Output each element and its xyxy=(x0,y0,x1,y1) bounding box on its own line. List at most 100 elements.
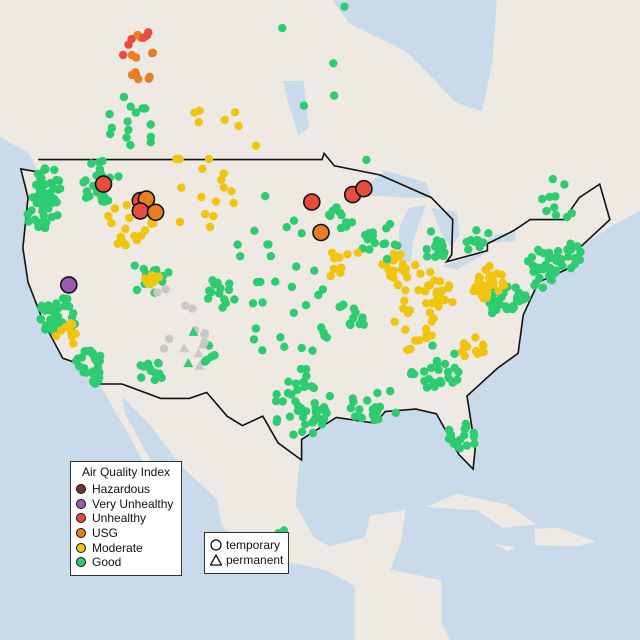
monitor-dot[interactable] xyxy=(485,261,494,271)
monitor-dot[interactable] xyxy=(258,298,267,307)
monitor-dot[interactable] xyxy=(398,259,408,269)
monitor-dot[interactable] xyxy=(348,394,357,403)
monitor-dot[interactable] xyxy=(550,203,559,212)
monitor-dot[interactable] xyxy=(53,312,63,321)
monitor-dot[interactable] xyxy=(508,304,517,314)
monitor-dot[interactable] xyxy=(138,104,147,113)
monitor-dot[interactable] xyxy=(317,420,327,429)
monitor-dot[interactable] xyxy=(336,268,345,277)
monitor-dot[interactable] xyxy=(116,232,126,242)
monitor-dot[interactable] xyxy=(291,379,301,388)
monitor-dot[interactable] xyxy=(292,262,301,271)
monitor-dot[interactable] xyxy=(346,320,355,330)
monitor-dot[interactable] xyxy=(535,247,544,256)
monitor-dot[interactable] xyxy=(130,261,139,270)
monitor-dot[interactable] xyxy=(421,299,431,308)
monitor-dot[interactable] xyxy=(225,279,234,288)
monitor-dot[interactable] xyxy=(249,335,259,344)
large-monitor-marker[interactable] xyxy=(131,202,150,220)
monitor-dot[interactable] xyxy=(423,252,432,261)
monitor-dot[interactable] xyxy=(258,346,267,355)
monitor-dot[interactable] xyxy=(471,333,480,342)
monitor-dot[interactable] xyxy=(121,240,130,250)
monitor-dot[interactable] xyxy=(489,280,498,289)
monitor-dot[interactable] xyxy=(77,353,87,362)
monitor-dot[interactable] xyxy=(571,253,580,263)
monitor-dot[interactable] xyxy=(362,155,371,165)
monitor-dot[interactable] xyxy=(448,298,457,307)
monitor-dot[interactable] xyxy=(431,240,441,250)
monitor-dot[interactable] xyxy=(440,359,450,369)
monitor-dot[interactable] xyxy=(69,339,78,348)
monitor-dot[interactable] xyxy=(297,427,307,436)
monitor-dot[interactable] xyxy=(107,219,116,228)
monitor-dot[interactable] xyxy=(272,390,281,399)
monitor-dot[interactable] xyxy=(148,48,157,58)
monitor-dot[interactable] xyxy=(391,408,400,417)
monitor-dot[interactable] xyxy=(346,404,355,413)
monitor-dot[interactable] xyxy=(213,278,222,287)
monitor-dot[interactable] xyxy=(146,366,156,376)
monitor-dot[interactable] xyxy=(124,40,133,49)
monitor-dot[interactable] xyxy=(248,299,258,308)
large-monitor-marker[interactable] xyxy=(312,223,330,242)
monitor-dot[interactable] xyxy=(227,187,236,196)
monitor-dot[interactable] xyxy=(161,285,170,294)
monitor-dot[interactable] xyxy=(470,237,479,246)
monitor-dot[interactable] xyxy=(300,382,309,392)
monitor-dot[interactable] xyxy=(542,206,551,216)
monitor-dot[interactable] xyxy=(140,226,150,235)
monitor-dot[interactable] xyxy=(200,329,210,338)
monitor-dot[interactable] xyxy=(131,70,141,79)
monitor-dot[interactable] xyxy=(365,245,374,254)
monitor-dot[interactable] xyxy=(107,123,117,132)
monitor-dot[interactable] xyxy=(284,377,293,386)
monitor-dot[interactable] xyxy=(204,294,213,303)
monitor-dot[interactable] xyxy=(444,425,454,435)
monitor-dot[interactable] xyxy=(351,308,360,317)
monitor-dot[interactable] xyxy=(514,294,524,303)
monitor-dot[interactable] xyxy=(40,306,50,315)
monitor-dot[interactable] xyxy=(373,407,382,416)
monitor-dot[interactable] xyxy=(350,412,360,421)
monitor-dot[interactable] xyxy=(389,273,398,282)
monitor-dot[interactable] xyxy=(50,165,59,175)
monitor-dot[interactable] xyxy=(548,174,557,184)
monitor-dot[interactable] xyxy=(87,159,96,168)
monitor-dot[interactable] xyxy=(472,226,481,235)
large-monitor-marker[interactable] xyxy=(355,179,373,198)
monitor-dot[interactable] xyxy=(210,351,219,360)
monitor-dot[interactable] xyxy=(41,321,51,330)
monitor-dot[interactable] xyxy=(121,224,130,233)
monitor-dot[interactable] xyxy=(448,378,457,387)
monitor-dot[interactable] xyxy=(396,250,405,259)
monitor-dot[interactable] xyxy=(479,238,488,247)
monitor-dot[interactable] xyxy=(434,365,443,374)
monitor-dot[interactable] xyxy=(329,264,338,274)
monitor-dot[interactable] xyxy=(326,271,335,281)
monitor-dot[interactable] xyxy=(337,210,346,220)
monitor-dot[interactable] xyxy=(432,287,442,296)
permanent-monitor-triangle[interactable] xyxy=(179,343,190,353)
monitor-dot[interactable] xyxy=(390,317,399,326)
monitor-dot[interactable] xyxy=(488,304,497,314)
monitor-dot[interactable] xyxy=(324,210,334,220)
monitor-dot[interactable] xyxy=(276,333,285,342)
monitor-dot[interactable] xyxy=(67,332,77,341)
monitor-dot[interactable] xyxy=(420,367,429,376)
monitor-dot[interactable] xyxy=(479,294,488,303)
monitor-dot[interactable] xyxy=(365,229,374,238)
monitor-dot[interactable] xyxy=(278,397,287,406)
monitor-dot[interactable] xyxy=(157,373,166,382)
monitor-dot[interactable] xyxy=(233,240,242,249)
monitor-dot[interactable] xyxy=(150,375,159,385)
monitor-dot[interactable] xyxy=(400,296,409,305)
monitor-dot[interactable] xyxy=(393,241,402,250)
monitor-dot[interactable] xyxy=(95,158,104,167)
monitor-dot[interactable] xyxy=(229,198,238,208)
monitor-dot[interactable] xyxy=(335,302,344,312)
monitor-dot[interactable] xyxy=(51,331,61,341)
monitor-dot[interactable] xyxy=(497,270,506,279)
monitor-dot[interactable] xyxy=(302,371,311,381)
monitor-dot[interactable] xyxy=(401,325,410,334)
